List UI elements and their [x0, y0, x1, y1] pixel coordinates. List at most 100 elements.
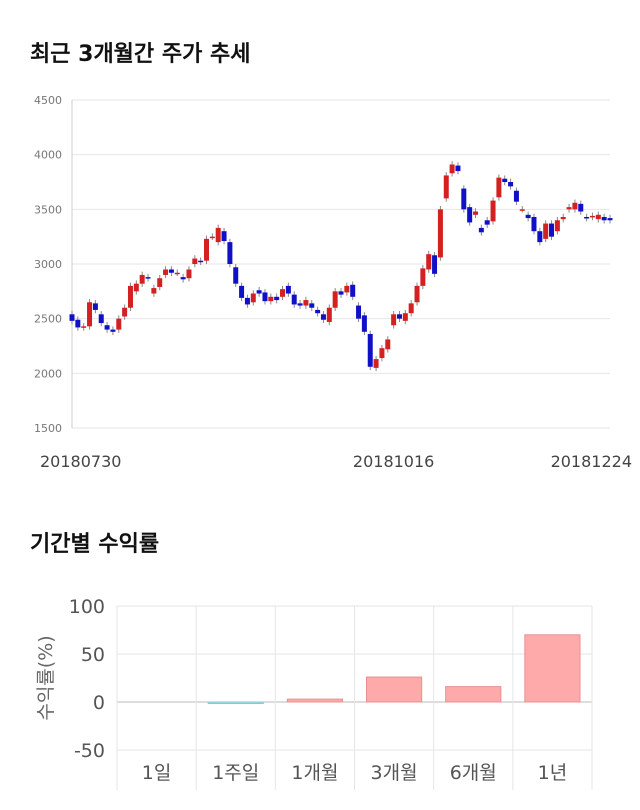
- candle-body: [168, 269, 174, 273]
- candle-body: [320, 314, 326, 320]
- candle-body: [338, 291, 344, 295]
- candle-body: [560, 216, 566, 220]
- candle-body: [133, 283, 139, 292]
- candle-body: [361, 315, 367, 332]
- x-tick-label: 1개월: [291, 762, 338, 784]
- return-bar: [207, 701, 264, 704]
- candle-body: [151, 288, 157, 294]
- y-tick-label: 3000: [34, 258, 62, 271]
- candle-body: [584, 216, 590, 219]
- candle-body: [221, 231, 227, 242]
- candle-body: [326, 307, 332, 322]
- candle-body: [432, 255, 438, 274]
- candle-body: [92, 303, 98, 310]
- candle-body: [280, 289, 286, 297]
- candle-body: [291, 294, 297, 305]
- candle-body: [227, 242, 233, 264]
- candle-body: [367, 333, 373, 367]
- y-axis-label: 수익률(%): [35, 635, 57, 720]
- candle-body: [554, 220, 560, 232]
- candle-body: [174, 272, 180, 275]
- candle-body: [549, 223, 555, 237]
- x-tick-label: 20181016: [353, 452, 434, 471]
- candle-body: [408, 303, 414, 314]
- candle-body: [402, 313, 408, 321]
- candle-body: [309, 303, 315, 308]
- candle-body: [467, 207, 473, 223]
- candle-body: [98, 314, 104, 324]
- candle-body: [204, 238, 209, 261]
- return-bar: [524, 634, 581, 703]
- candle-body: [163, 269, 169, 275]
- candle-body: [572, 202, 578, 210]
- x-tick-label: 3개월: [371, 762, 418, 784]
- candle-body: [508, 182, 514, 187]
- x-tick-label: 1주일: [212, 762, 259, 784]
- candle-body: [443, 175, 449, 199]
- x-tick-label: 20181224: [551, 452, 632, 471]
- candle-body: [285, 285, 291, 294]
- candle-body: [297, 303, 303, 306]
- candle-body: [490, 200, 496, 222]
- candle-body: [373, 359, 379, 368]
- candle-body: [396, 314, 402, 319]
- candle-body: [437, 209, 443, 258]
- candle-body: [256, 290, 262, 294]
- candle-body: [478, 227, 484, 233]
- candle-body: [198, 260, 204, 263]
- candle-body: [484, 220, 490, 225]
- x-tick-label: 1일: [142, 762, 172, 784]
- candle-body: [250, 293, 256, 303]
- return-bar: [445, 686, 502, 703]
- candle-body: [233, 267, 239, 284]
- candle-body: [69, 314, 75, 321]
- candle-body: [356, 305, 362, 319]
- candle-body: [122, 307, 128, 317]
- candle-body: [268, 296, 274, 302]
- candle-body: [543, 223, 549, 239]
- y-tick-label: 2000: [34, 367, 62, 380]
- candle-body: [350, 284, 356, 297]
- y-tick-label: -50: [74, 740, 105, 762]
- candle-body: [344, 285, 350, 293]
- candle-body: [426, 254, 432, 270]
- candle-body: [578, 203, 584, 212]
- candle-body: [420, 268, 426, 286]
- candle-body: [110, 329, 116, 332]
- candle-body: [589, 215, 595, 218]
- candle-body: [274, 296, 280, 301]
- candle-body: [262, 292, 268, 302]
- candle-body: [455, 165, 461, 172]
- candle-body: [473, 211, 478, 215]
- price-chart-title: 최근 3개월간 주가 추세: [30, 42, 251, 67]
- y-tick-label: 2500: [34, 313, 62, 326]
- candle-body: [601, 216, 607, 221]
- returns-chart-title: 기간별 수익률: [30, 532, 160, 557]
- candle-body: [496, 177, 502, 198]
- x-tick-label: 1년: [538, 762, 568, 784]
- candle-body: [595, 214, 601, 220]
- candle-body: [145, 277, 151, 279]
- candle-body: [244, 297, 250, 305]
- candle-body: [186, 269, 192, 279]
- candle-body: [537, 231, 543, 243]
- y-tick-label: 50: [81, 644, 105, 666]
- candle-body: [192, 258, 198, 264]
- candle-body: [332, 291, 338, 308]
- candle-body: [385, 339, 391, 350]
- candle-body: [215, 227, 221, 243]
- candle-body: [449, 164, 455, 174]
- y-tick-label: 4500: [34, 94, 62, 107]
- candle-body: [502, 178, 508, 182]
- candle-body: [461, 188, 467, 210]
- x-tick-label: 20180730: [40, 452, 121, 471]
- candle-body: [525, 214, 531, 219]
- y-tick-label: 1500: [34, 422, 62, 435]
- candle-body: [87, 302, 93, 327]
- return-bar: [286, 698, 344, 703]
- candle-body: [157, 278, 163, 287]
- y-tick-label: 100: [69, 596, 105, 618]
- candle-body: [139, 274, 145, 284]
- candle-body: [116, 318, 122, 330]
